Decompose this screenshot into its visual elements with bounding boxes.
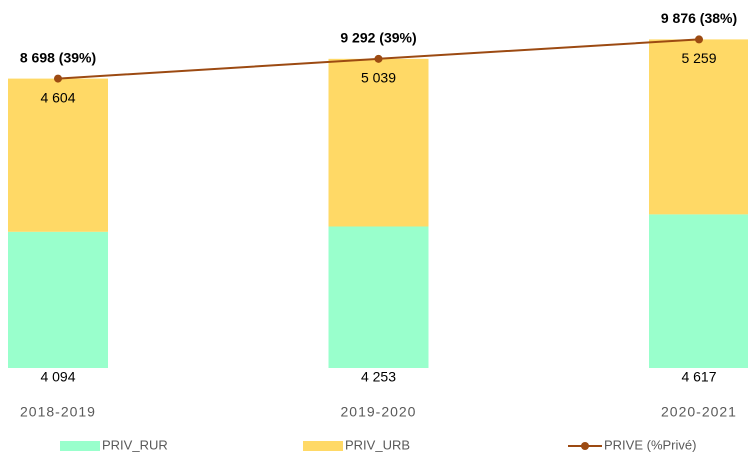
line-marker: [54, 74, 62, 83]
bar-segment: [649, 214, 748, 368]
legend-swatch: [60, 441, 100, 451]
legend-swatch: [303, 441, 343, 451]
value-label: 4 253: [361, 369, 396, 385]
total-label: 9 292 (39%): [340, 30, 416, 46]
value-label: 4 617: [681, 369, 716, 385]
x-tick-label: 2019-2020: [341, 404, 417, 420]
value-label: 5 259: [681, 50, 716, 66]
total-label: 9 876 (38%): [661, 10, 737, 26]
bar-segment: [328, 226, 429, 368]
legend-label: PRIV_RUR: [102, 437, 168, 452]
value-label: 5 039: [361, 70, 396, 86]
bar-segment: [8, 231, 108, 368]
value-label: 4 604: [40, 89, 75, 105]
value-label: 4 094: [40, 369, 75, 385]
bar-segment: [8, 78, 108, 232]
bar-segment: [328, 58, 429, 227]
legend-marker: [581, 442, 589, 450]
x-tick-label: 2020-2021: [661, 404, 737, 420]
legend-label: PRIVE (%Privé): [604, 437, 696, 452]
bar-segment: [649, 39, 748, 215]
legend-label: PRIV_URB: [345, 437, 410, 452]
x-tick-label: 2018-2019: [20, 404, 96, 420]
line-marker: [695, 35, 703, 44]
line-marker: [374, 54, 383, 63]
total-label: 8 698 (39%): [20, 49, 96, 65]
